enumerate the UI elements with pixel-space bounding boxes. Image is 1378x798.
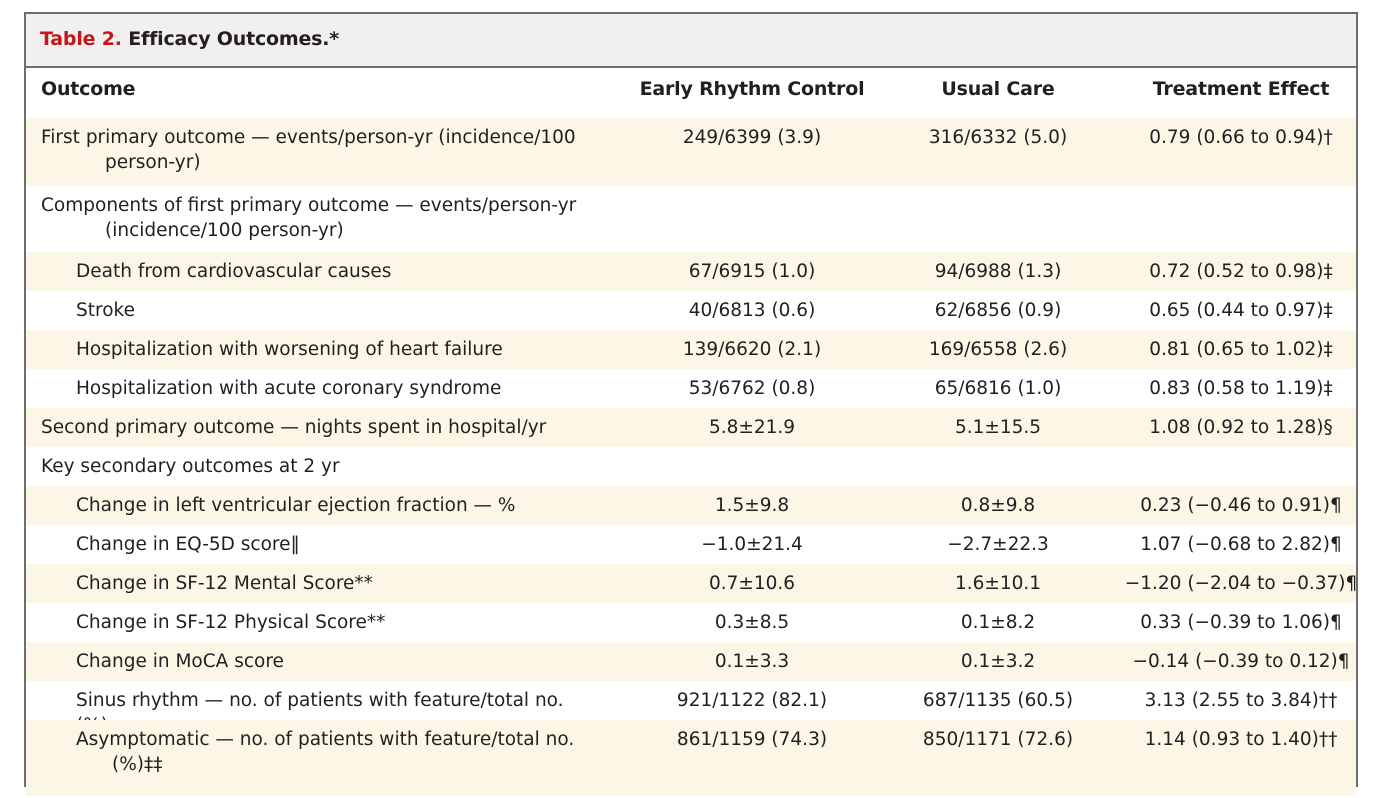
- table-row: Change in MoCA score 0.1±3.3 0.1±3.2 −0.…: [26, 642, 1356, 681]
- usual-care-cell: 0.1±8.2: [960, 612, 1036, 633]
- early-rhythm-control-cell: 0.3±8.5: [714, 612, 790, 633]
- table-row: Stroke 40/6813 (0.6) 62/6856 (0.9) 0.65 …: [26, 291, 1356, 330]
- table-row: Components of first primary outcome — ev…: [26, 186, 1356, 252]
- early-rhythm-control-cell: 0.7±10.6: [708, 573, 796, 594]
- treatment-effect-cell: 1.14 (0.93 to 1.40)††: [1144, 729, 1338, 750]
- usual-care-cell: 94/6988 (1.3): [934, 261, 1062, 282]
- outcome-cell: Hospitalization with worsening of heart …: [76, 339, 503, 360]
- treatment-effect-cell: 0.72 (0.52 to 0.98)‡: [1149, 261, 1333, 282]
- outcome-cell: Change in EQ-5D score‖: [76, 534, 300, 555]
- header-outcome: Outcome: [41, 78, 136, 100]
- outcome-cell: Change in MoCA score: [76, 651, 284, 672]
- treatment-effect-cell: 0.23 (−0.46 to 0.91)¶: [1140, 495, 1342, 516]
- early-rhythm-control-cell: 5.8±21.9: [708, 417, 796, 438]
- usual-care-cell: 5.1±15.5: [954, 417, 1042, 438]
- table-row: Key secondary outcomes at 2 yr: [26, 447, 1356, 486]
- usual-care-cell: 0.1±3.2: [960, 651, 1036, 672]
- table-row: Death from cardiovascular causes 67/6915…: [26, 252, 1356, 291]
- table-row: Hospitalization with worsening of heart …: [26, 330, 1356, 369]
- early-rhythm-control-cell: 1.5±9.8: [714, 495, 790, 516]
- outcome-cell: Change in left ventricular ejection frac…: [76, 495, 516, 516]
- treatment-effect-cell: 1.08 (0.92 to 1.28)§: [1149, 417, 1333, 438]
- outcome-cell: Components of first primary outcome — ev…: [41, 195, 577, 241]
- table-number: Table 2.: [40, 28, 122, 50]
- outcome-cell: Hospitalization with acute coronary synd…: [76, 378, 502, 399]
- treatment-effect-cell: 0.33 (−0.39 to 1.06)¶: [1140, 612, 1342, 633]
- table-row: Change in SF-12 Mental Score** 0.7±10.6 …: [26, 564, 1357, 603]
- usual-care-cell: 316/6332 (5.0): [928, 127, 1068, 148]
- usual-care-cell: 0.8±9.8: [960, 495, 1036, 516]
- outcome-cell: Change in SF-12 Physical Score**: [76, 612, 386, 633]
- header-early-rhythm-control: Early Rhythm Control: [639, 78, 865, 100]
- table-row: Change in left ventricular ejection frac…: [26, 486, 1356, 525]
- early-rhythm-control-cell: 0.1±3.3: [714, 651, 790, 672]
- usual-care-cell: 687/1135 (60.5): [922, 690, 1074, 711]
- table-row: First primary outcome — events/person-yr…: [26, 118, 1356, 186]
- table-title: Table 2. Efficacy Outcomes.*: [40, 28, 339, 50]
- treatment-effect-cell: 0.81 (0.65 to 1.02)‡: [1149, 339, 1333, 360]
- header-treatment-effect: Treatment Effect: [1152, 78, 1330, 100]
- outcome-cell: Death from cardiovascular causes: [76, 261, 392, 282]
- usual-care-cell: 850/1171 (72.6): [922, 729, 1074, 750]
- usual-care-cell: −2.7±22.3: [947, 534, 1049, 555]
- usual-care-cell: 1.6±10.1: [954, 573, 1042, 594]
- table-row: Asymptomatic — no. of patients with feat…: [26, 720, 1356, 796]
- treatment-effect-cell: 0.83 (0.58 to 1.19)‡: [1149, 378, 1333, 399]
- outcome-cell: Change in SF-12 Mental Score**: [76, 573, 373, 594]
- early-rhythm-control-cell: 40/6813 (0.6): [688, 300, 816, 321]
- treatment-effect-cell: 3.13 (2.55 to 3.84)††: [1144, 690, 1338, 711]
- early-rhythm-control-cell: 921/1122 (82.1): [676, 690, 828, 711]
- usual-care-cell: 62/6856 (0.9): [934, 300, 1062, 321]
- table-body: First primary outcome — events/person-yr…: [26, 118, 1357, 796]
- outcome-cell: Stroke: [76, 300, 135, 321]
- table-row: Sinus rhythm — no. of patients with feat…: [26, 681, 1356, 736]
- early-rhythm-control-cell: 861/1159 (74.3): [676, 729, 828, 750]
- header-usual-care: Usual Care: [941, 78, 1055, 100]
- table-row: Change in SF-12 Physical Score** 0.3±8.5…: [26, 603, 1356, 642]
- table-row: Change in EQ-5D score‖ −1.0±21.4 −2.7±22…: [26, 525, 1356, 564]
- usual-care-cell: 65/6816 (1.0): [934, 378, 1062, 399]
- early-rhythm-control-cell: 67/6915 (1.0): [688, 261, 816, 282]
- early-rhythm-control-cell: 53/6762 (0.8): [688, 378, 816, 399]
- treatment-effect-cell: 1.07 (−0.68 to 2.82)¶: [1140, 534, 1342, 555]
- table-title-bar: Table 2. Efficacy Outcomes.*: [26, 14, 1356, 68]
- treatment-effect-cell: 0.79 (0.66 to 0.94)†: [1149, 127, 1333, 148]
- outcome-cell: Asymptomatic — no. of patients with feat…: [76, 729, 575, 775]
- table-row: Hospitalization with acute coronary synd…: [26, 369, 1356, 408]
- early-rhythm-control-cell: 139/6620 (2.1): [682, 339, 822, 360]
- outcome-cell: Key secondary outcomes at 2 yr: [41, 456, 340, 477]
- usual-care-cell: 169/6558 (2.6): [928, 339, 1068, 360]
- early-rhythm-control-cell: −1.0±21.4: [701, 534, 803, 555]
- treatment-effect-cell: −0.14 (−0.39 to 0.12)¶: [1132, 651, 1350, 672]
- outcome-cell: First primary outcome — events/person-yr…: [41, 127, 576, 173]
- early-rhythm-control-cell: 249/6399 (3.9): [682, 127, 822, 148]
- table-frame: Table 2. Efficacy Outcomes.* Outcome Ear…: [24, 12, 1358, 796]
- treatment-effect-cell: −1.20 (−2.04 to −0.37)¶: [1124, 573, 1358, 594]
- table-title-text: Efficacy Outcomes.*: [128, 28, 340, 50]
- table-row: Second primary outcome — nights spent in…: [26, 408, 1356, 447]
- outcome-cell: Second primary outcome — nights spent in…: [41, 417, 547, 438]
- treatment-effect-cell: 0.65 (0.44 to 0.97)‡: [1149, 300, 1333, 321]
